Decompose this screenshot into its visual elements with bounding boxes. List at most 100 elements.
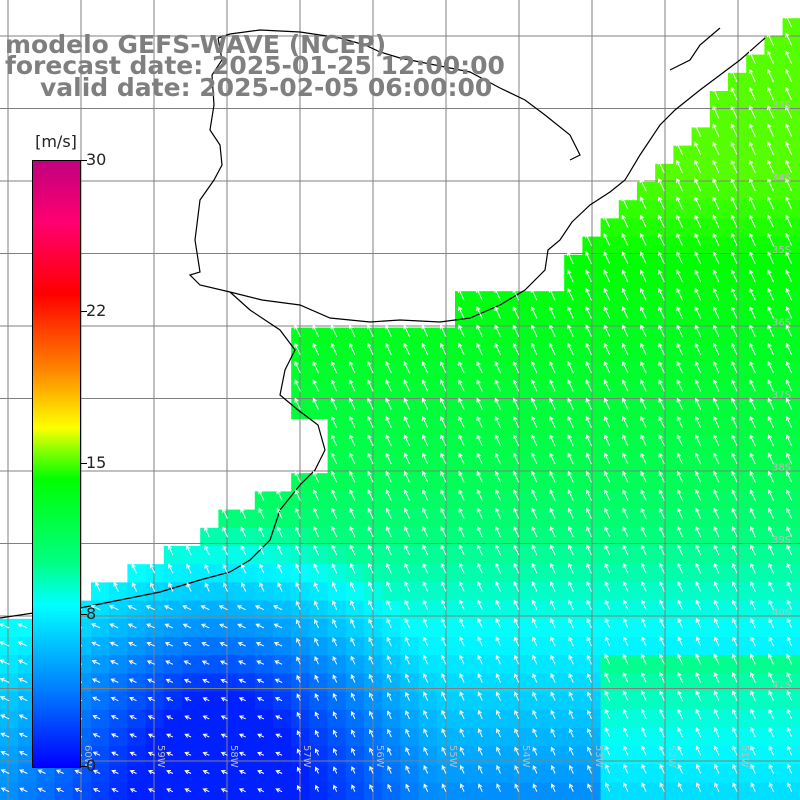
wind-cell <box>418 546 438 565</box>
wind-cell <box>618 400 638 420</box>
wind-arrow <box>731 324 738 337</box>
wind-cell <box>746 72 765 92</box>
colorbar-tick <box>81 766 87 767</box>
wind-arrow <box>694 196 702 210</box>
wind-arrow <box>149 581 156 592</box>
wind-cell <box>418 418 438 438</box>
wind-cell <box>564 546 583 565</box>
wind-cell <box>527 673 547 693</box>
wind-arrow <box>92 769 101 775</box>
wind-arrow <box>202 678 210 684</box>
wind-arrow <box>731 507 738 519</box>
wind-arrow <box>386 636 392 647</box>
wind-arrow <box>622 599 629 610</box>
latitude-label: 41S <box>772 680 791 691</box>
wind-arrow <box>476 434 483 447</box>
wind-cell <box>327 491 347 511</box>
wind-arrow <box>694 287 702 301</box>
wind-arrow <box>676 379 683 392</box>
wind-cell <box>327 345 347 365</box>
wind-cell <box>764 637 784 656</box>
wind-arrow <box>0 787 10 793</box>
wind-cell <box>564 618 583 638</box>
wind-arrow <box>129 769 137 775</box>
wind-cell <box>91 673 110 693</box>
wind-arrow <box>531 415 538 428</box>
wind-arrow <box>312 489 319 501</box>
wind-cell <box>254 691 274 711</box>
wind-arrow <box>695 581 702 592</box>
wind-arrow <box>567 397 574 410</box>
wind-arrow <box>330 379 338 392</box>
wind-cell <box>673 273 693 292</box>
wind-cell <box>473 418 492 438</box>
wind-arrow <box>730 287 738 301</box>
wind-cell <box>345 655 365 674</box>
wind-arrow <box>495 636 501 647</box>
wind-cell <box>218 564 238 583</box>
wind-cell <box>728 254 747 274</box>
wind-arrow <box>730 68 738 83</box>
wind-arrow <box>640 653 647 665</box>
wind-arrow <box>750 690 756 701</box>
wind-cell <box>782 673 800 693</box>
wind-cell <box>728 273 747 292</box>
wind-arrow <box>440 636 447 647</box>
wind-arrow <box>476 507 483 519</box>
wind-arrow <box>202 769 210 775</box>
wind-arrow <box>550 709 556 720</box>
wind-arrow <box>712 324 720 337</box>
wind-cell <box>291 582 310 602</box>
wind-arrow <box>587 746 592 756</box>
wind-cell <box>564 309 583 329</box>
wind-arrow <box>768 708 774 720</box>
wind-arrow <box>386 562 392 574</box>
wind-cell <box>618 764 638 784</box>
wind-cell <box>546 764 565 784</box>
wind-arrow <box>694 379 702 392</box>
wind-cell <box>327 728 347 747</box>
wind-arrow <box>657 159 665 174</box>
wind-arrow <box>201 660 210 665</box>
wind-arrow <box>786 581 793 592</box>
wind-arrow <box>458 342 465 356</box>
wind-cell <box>564 728 583 747</box>
wind-arrow <box>732 636 738 647</box>
wind-arrow <box>129 715 137 720</box>
wind-arrow <box>257 769 265 775</box>
wind-arrow <box>495 544 501 556</box>
wind-arrow <box>367 360 374 374</box>
wind-arrow <box>367 562 374 574</box>
wind-arrow <box>730 269 738 283</box>
wind-arrow <box>532 691 538 701</box>
wind-cell <box>782 746 800 765</box>
wind-cell <box>746 400 765 420</box>
wind-cell <box>218 782 238 800</box>
wind-arrow <box>129 733 137 738</box>
wind-arrow <box>767 342 774 356</box>
wind-cell <box>455 473 474 492</box>
wind-arrow <box>459 746 465 756</box>
wind-arrow <box>677 708 683 720</box>
wind-arrow <box>440 562 447 574</box>
wind-arrow <box>403 452 410 465</box>
wind-arrow <box>712 178 720 192</box>
wind-arrow <box>550 783 556 792</box>
wind-cell <box>618 364 638 383</box>
wind-cell <box>764 327 784 347</box>
wind-arrow <box>146 660 155 665</box>
wind-cell <box>709 637 729 656</box>
wind-arrow <box>349 470 356 483</box>
wind-arrow <box>549 434 556 447</box>
wind-cell <box>782 345 800 365</box>
wind-cell <box>673 436 693 456</box>
wind-arrow <box>258 526 265 538</box>
wind-arrow <box>275 733 283 738</box>
wind-arrow <box>440 415 447 428</box>
wind-arrow <box>368 581 374 592</box>
wind-cell <box>691 200 711 219</box>
wind-arrow <box>182 605 192 611</box>
wind-arrow <box>623 782 629 792</box>
wind-arrow <box>714 763 720 774</box>
wind-cell <box>127 709 147 729</box>
